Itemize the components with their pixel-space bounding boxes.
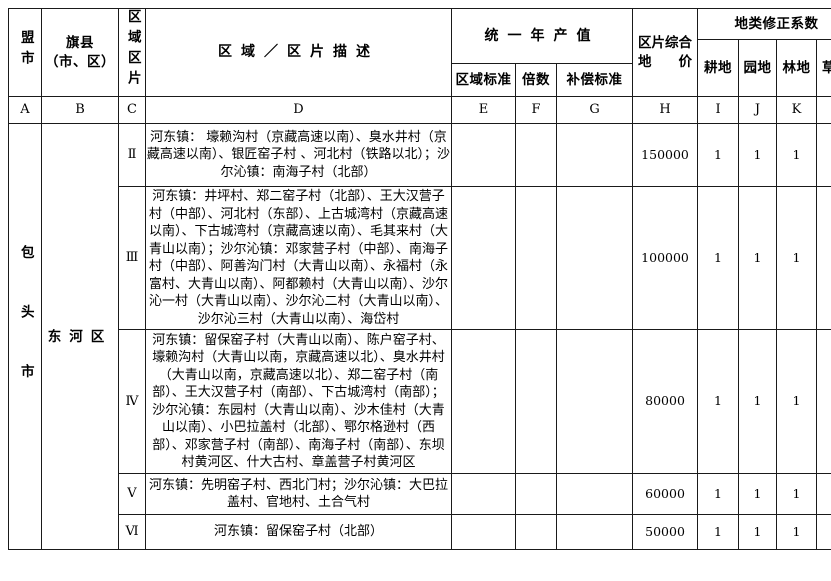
table-sheet: 盟市 旗县 （市、区） 区域区片 区域／区片描述 统一年产值 区片综合 地 价 … bbox=[0, 8, 831, 581]
cell-gengdi: 1 bbox=[698, 474, 739, 515]
cell-beishu bbox=[516, 474, 557, 515]
header-caodi: 草地 bbox=[817, 40, 831, 97]
cell-gengdi: 1 bbox=[698, 330, 739, 474]
cell-beishu bbox=[516, 124, 557, 187]
cell-qupian-zonghe-dijia: 150000 bbox=[633, 124, 698, 187]
cell-lindi: 1 bbox=[777, 330, 817, 474]
cell-buchang-biaozhun bbox=[557, 515, 633, 550]
cell-caodi: 1 bbox=[817, 330, 831, 474]
cell-lindi: 1 bbox=[777, 474, 817, 515]
header-meng-shi-label: 盟市 bbox=[18, 30, 32, 71]
cell-beishu bbox=[516, 330, 557, 474]
cell-qupian: Ⅴ bbox=[119, 474, 146, 515]
table-row: 包头市 东河区 Ⅱ 河东镇： 壕赖沟村（京藏高速以南）、臭水井村（京藏高速以南）… bbox=[9, 124, 831, 187]
cell-qupian-zonghe-dijia: 80000 bbox=[633, 330, 698, 474]
letter-j: J bbox=[739, 97, 777, 124]
cell-qupian: Ⅵ bbox=[119, 515, 146, 550]
header-yuandi: 园地 bbox=[739, 40, 777, 97]
cell-meng-shi: 包头市 bbox=[9, 124, 42, 550]
header-qixian: 旗县 （市、区） bbox=[42, 9, 119, 97]
letter-h: H bbox=[633, 97, 698, 124]
cell-yuandi: 1 bbox=[739, 124, 777, 187]
header-tongyi-nianchanzhi: 统一年产值 bbox=[452, 9, 633, 64]
header-quyu-qupian-label: 区域区片 bbox=[125, 9, 139, 91]
header-description: 区域／区片描述 bbox=[146, 9, 452, 97]
cell-gengdi: 1 bbox=[698, 124, 739, 187]
table-row: Ⅳ 河东镇：留保窑子村（大青山以南）、陈户窑子村、壕赖沟村（大青山以南，京藏高速… bbox=[9, 330, 831, 474]
cell-gengdi: 1 bbox=[698, 187, 739, 330]
cell-description: 河东镇：留保窑子村（北部） bbox=[146, 515, 452, 550]
cell-lindi: 1 bbox=[777, 124, 817, 187]
cell-yuandi: 1 bbox=[739, 187, 777, 330]
land-compensation-table: 盟市 旗县 （市、区） 区域区片 区域／区片描述 统一年产值 区片综合 地 价 … bbox=[8, 8, 831, 550]
header-beishu: 倍数 bbox=[516, 64, 557, 97]
cell-caodi: 1 bbox=[817, 515, 831, 550]
header-qixian-line1: 旗县 bbox=[42, 34, 118, 52]
cell-yuandi: 1 bbox=[739, 330, 777, 474]
cell-qupian: Ⅳ bbox=[119, 330, 146, 474]
letter-e: E bbox=[452, 97, 516, 124]
cell-qixian: 东河区 bbox=[42, 124, 119, 550]
cell-yuandi: 1 bbox=[739, 474, 777, 515]
header-qupian-zonghe-line1: 区片综合 bbox=[633, 34, 697, 52]
cell-buchang-biaozhun bbox=[557, 124, 633, 187]
cell-quyu-biaozhun bbox=[452, 474, 516, 515]
cell-lindi: 1 bbox=[777, 187, 817, 330]
cell-description: 河东镇：留保窑子村（大青山以南）、陈户窑子村、壕赖沟村（大青山以南，京藏高速以北… bbox=[146, 330, 452, 474]
letter-g: G bbox=[557, 97, 633, 124]
cell-qupian-zonghe-dijia: 60000 bbox=[633, 474, 698, 515]
header-quyu-qupian: 区域区片 bbox=[119, 9, 146, 97]
header-row-1: 盟市 旗县 （市、区） 区域区片 区域／区片描述 统一年产值 区片综合 地 价 … bbox=[9, 9, 831, 40]
cell-qupian-zonghe-dijia: 50000 bbox=[633, 515, 698, 550]
cell-beishu bbox=[516, 515, 557, 550]
header-gengdi: 耕地 bbox=[698, 40, 739, 97]
cell-qupian: Ⅱ bbox=[119, 124, 146, 187]
column-letter-row: A B C D E F G H I J K L bbox=[9, 97, 831, 124]
cell-yuandi: 1 bbox=[739, 515, 777, 550]
cell-quyu-biaozhun bbox=[452, 330, 516, 474]
letter-l: L bbox=[817, 97, 831, 124]
letter-c: C bbox=[119, 97, 146, 124]
letter-a: A bbox=[9, 97, 42, 124]
cell-buchang-biaozhun bbox=[557, 474, 633, 515]
letter-d: D bbox=[146, 97, 452, 124]
cell-meng-shi-label: 包头市 bbox=[18, 245, 32, 424]
header-qupian-zonghe-line2: 地 价 bbox=[633, 53, 697, 71]
cell-caodi: 1 bbox=[817, 187, 831, 330]
letter-b: B bbox=[42, 97, 119, 124]
header-meng-shi: 盟市 bbox=[9, 9, 42, 97]
cell-quyu-biaozhun bbox=[452, 187, 516, 330]
cell-caodi: 1 bbox=[817, 474, 831, 515]
header-quyu-biaozhun: 区域标准 bbox=[452, 64, 516, 97]
cell-beishu bbox=[516, 187, 557, 330]
table-row: Ⅲ 河东镇：井坪村、郑二窑子村（北部）、王大汉营子村（中部）、河北村（东部）、上… bbox=[9, 187, 831, 330]
header-qupian-zonghe-dijia: 区片综合 地 价 bbox=[633, 9, 698, 97]
letter-k: K bbox=[777, 97, 817, 124]
cell-qupian: Ⅲ bbox=[119, 187, 146, 330]
cell-qupian-zonghe-dijia: 100000 bbox=[633, 187, 698, 330]
cell-gengdi: 1 bbox=[698, 515, 739, 550]
cell-description: 河东镇： 壕赖沟村（京藏高速以南）、臭水井村（京藏高速以南）、银匠窑子村 、河北… bbox=[146, 124, 452, 187]
cell-description: 河东镇：井坪村、郑二窑子村（北部）、王大汉营子村（中部）、河北村（东部）、上古城… bbox=[146, 187, 452, 330]
cell-quyu-biaozhun bbox=[452, 124, 516, 187]
cell-buchang-biaozhun bbox=[557, 330, 633, 474]
cell-buchang-biaozhun bbox=[557, 187, 633, 330]
header-qixian-line2: （市、区） bbox=[42, 53, 118, 71]
table-row: Ⅵ 河东镇：留保窑子村（北部） 50000 1 1 1 1 bbox=[9, 515, 831, 550]
cell-caodi: 1 bbox=[817, 124, 831, 187]
letter-f: F bbox=[516, 97, 557, 124]
cell-description: 河东镇：先明窑子村、西北门村；沙尔沁镇：大巴拉盖村、官地村、土合气村 bbox=[146, 474, 452, 515]
letter-i: I bbox=[698, 97, 739, 124]
header-buchang-biaozhun: 补偿标准 bbox=[557, 64, 633, 97]
cell-quyu-biaozhun bbox=[452, 515, 516, 550]
cell-lindi: 1 bbox=[777, 515, 817, 550]
header-lindi: 林地 bbox=[777, 40, 817, 97]
header-dilei-xiuzheng-xishu: 地类修正系数 bbox=[698, 9, 831, 40]
table-row: Ⅴ 河东镇：先明窑子村、西北门村；沙尔沁镇：大巴拉盖村、官地村、土合气村 600… bbox=[9, 474, 831, 515]
